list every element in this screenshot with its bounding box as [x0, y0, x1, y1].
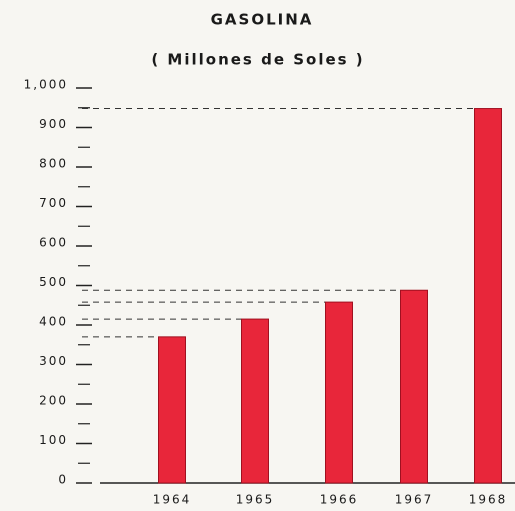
x-tick-label: 1966: [320, 493, 359, 507]
x-tick-label: 1968: [469, 493, 508, 507]
y-tick-label: 200: [39, 394, 68, 408]
bar: [400, 289, 428, 484]
y-tick-label: 900: [39, 117, 68, 131]
bar: [325, 301, 353, 484]
y-tick-label: 100: [39, 433, 68, 447]
y-tick-label: 500: [39, 275, 68, 289]
y-tick-label: 800: [39, 157, 68, 171]
y-tick-label: 700: [39, 196, 68, 210]
y-tick-label: 1,000: [24, 78, 68, 92]
x-tick-label: 1965: [236, 493, 275, 507]
bar: [241, 318, 269, 484]
y-tick-label: 400: [39, 315, 68, 329]
chart-subtitle: ( Millones de Soles ): [151, 51, 364, 69]
chart-title: GASOLINA: [211, 11, 314, 29]
x-tick-label: 1967: [395, 493, 434, 507]
bar: [474, 108, 502, 484]
y-tick-label: 0: [58, 473, 68, 487]
y-tick-label: 300: [39, 354, 68, 368]
y-tick-label: 600: [39, 236, 68, 250]
bar: [158, 336, 186, 484]
x-tick-label: 1964: [153, 493, 192, 507]
